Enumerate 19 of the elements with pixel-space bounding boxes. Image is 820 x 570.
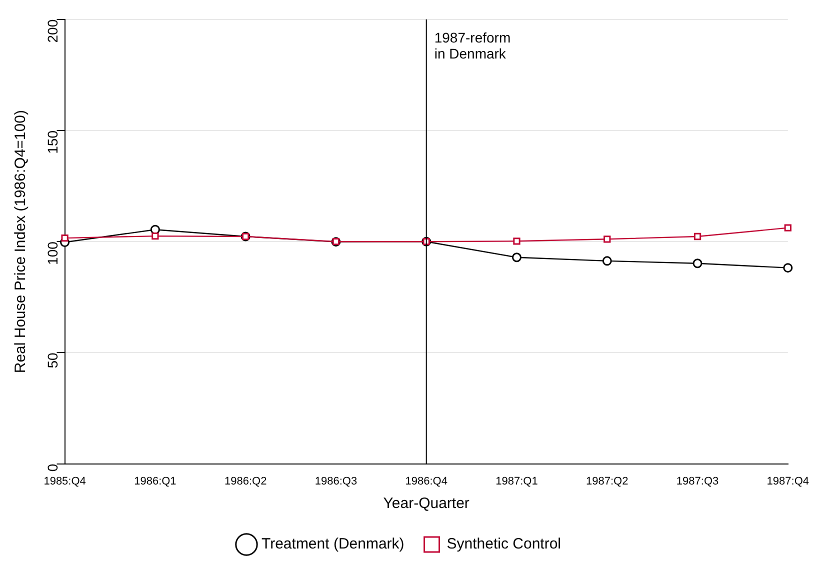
x-tick-label: 1987:Q1 <box>496 475 538 488</box>
x-tick-label: 1986:Q3 <box>314 475 358 488</box>
y-tick-label: 100 <box>44 241 61 265</box>
y-tick-label: 50 <box>44 352 61 368</box>
x-tick-label: 1987:Q2 <box>586 475 628 488</box>
y-axis-title: Real House Price Index (1986:Q4=100) <box>12 110 30 374</box>
x-tick-label: 1986:Q1 <box>134 475 176 488</box>
y-tick-label: 200 <box>44 19 61 43</box>
x-axis-title: Year-Quarter <box>383 495 470 512</box>
x-tick-label: 1987:Q4 <box>766 475 809 488</box>
legend-label: Synthetic Control <box>446 536 562 553</box>
ref-line-label: 1987-reform in Denmark <box>434 29 511 62</box>
legend-label: Treatment (Denmark) <box>261 536 404 553</box>
x-tick-label: 1986:Q2 <box>224 475 267 488</box>
y-tick-label: 0 <box>44 464 61 472</box>
y-tick-label: 150 <box>44 130 61 154</box>
x-tick-label: 1986:Q4 <box>405 475 448 488</box>
x-tick-label: 1985:Q4 <box>44 475 86 488</box>
x-tick-label: 1987:Q3 <box>676 475 719 488</box>
